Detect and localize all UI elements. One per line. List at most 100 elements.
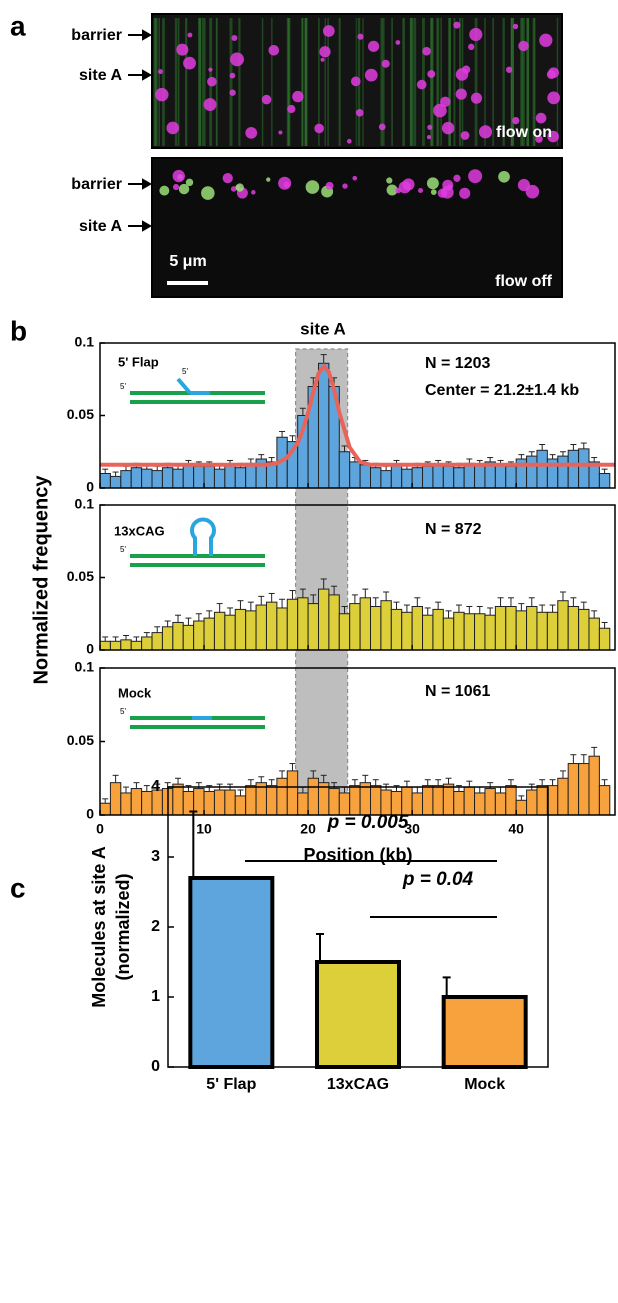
bar [598,473,611,489]
spot [278,176,292,190]
series-label: Mock [118,685,152,700]
bar [120,639,132,651]
schematic [130,377,265,729]
bar [546,785,559,816]
bar [453,611,465,651]
bar [401,786,413,816]
image-caption: flow on [496,124,552,141]
spot [547,130,559,143]
y-tick-label: 0.05 [67,406,94,422]
y-tick-label: 2 [151,918,160,935]
y-tick-label: 1 [151,988,160,1005]
bar [130,640,143,651]
spot [322,25,335,37]
bar [349,603,361,651]
bar [474,613,486,651]
histograms: 00.050.100.050.100.050.10 10 20 30 40 [67,334,616,837]
bar [359,597,372,651]
bar [161,626,174,651]
bar [338,613,351,651]
spot [468,169,483,184]
bar [474,464,486,489]
plot-frame [99,504,616,651]
bar [390,608,403,651]
image-label: barrier [71,27,122,44]
bar [213,789,226,816]
bar [442,617,455,651]
spot [346,138,352,144]
bar [536,785,548,816]
bar [172,621,184,651]
spot [266,177,271,182]
x-tick-label: 10 [196,821,212,837]
spot [342,183,348,189]
bar [297,597,309,651]
x-axis-label: Position (kb) [304,845,413,865]
spot [245,127,258,139]
bar [484,788,496,816]
bar [109,475,122,489]
x-tick-label: 40 [508,821,524,837]
y-tick-label: 0 [86,479,94,495]
spot [478,125,493,139]
bar [546,611,559,651]
panel-label: b [10,315,27,346]
bar [536,449,548,489]
bar [286,598,299,651]
spot [176,43,189,56]
spot [185,178,194,187]
y-tick-label: 4 [151,778,160,795]
n-label: N = 1203 [425,355,490,372]
bar [463,462,476,489]
bar [422,465,434,489]
spot [208,67,213,72]
y-axis-label: Normalized frequency [30,475,52,685]
spot [292,90,304,103]
spot [350,76,361,87]
n-label: N = 872 [425,521,482,538]
spot [386,184,398,196]
spot [159,185,170,196]
bar [193,465,205,489]
bar [315,960,401,1069]
bar [588,755,600,816]
strand-label: 5' [120,707,126,716]
bar [234,608,247,651]
spot [157,69,163,75]
spot [325,181,334,190]
bar [370,467,382,489]
spot [547,91,561,105]
strand-label: 5' [182,367,188,376]
spot [512,23,519,30]
bar [307,777,319,816]
spot [364,68,378,82]
bar [380,600,392,651]
spot [460,131,470,140]
bar [359,464,372,489]
bar [234,795,247,816]
plot-frame [99,342,616,489]
bar [203,465,215,489]
bar [255,604,267,651]
y-tick-label: 0.1 [75,659,95,675]
bar [411,467,424,489]
bar [265,785,278,816]
bar [567,606,580,651]
spot [512,116,520,125]
spot [455,88,467,100]
bar [505,465,517,489]
bar [557,777,569,816]
spot [278,130,283,135]
bar [588,617,600,651]
bar [390,464,403,489]
spot [430,189,437,196]
spot [261,94,272,105]
bar [172,468,184,489]
y-tick-label: 0 [86,641,94,657]
bar [432,608,444,651]
bar [317,362,330,489]
spot [320,57,325,62]
spot [525,184,540,199]
spot [427,70,436,79]
bar [188,876,275,1069]
